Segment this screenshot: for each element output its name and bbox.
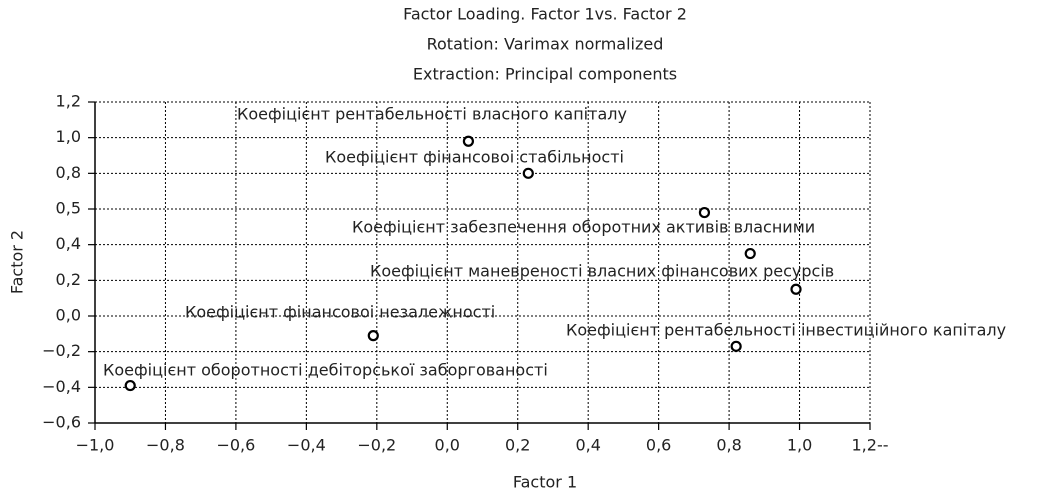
point — [462, 135, 475, 147]
point-label: Коефіцієнт маневреності власних фінансов… — [370, 262, 834, 281]
point-label: Коефіцієнт фінансовоі незалежності — [185, 303, 495, 322]
y-tick-label: 0,8 — [56, 163, 81, 182]
x-tick-label: −0,4 — [287, 436, 326, 455]
x-tick-label: −0,8 — [146, 436, 185, 455]
x-tick-label: −0,2 — [357, 436, 396, 455]
x-tick-label: −1,0 — [76, 436, 115, 455]
chart-subtitle: Rotation: Varimax normalized — [427, 35, 664, 54]
y-axis-title: Factor 2 — [8, 230, 27, 294]
chart-title: Factor Loading. Factor 1vs. Factor 2 — [403, 5, 687, 24]
point-label: Коефіцієнт забезпечення оборотних активі… — [352, 218, 815, 237]
x-axis-title: Factor 1 — [513, 473, 577, 492]
y-tick-label: 0,0 — [56, 306, 81, 325]
y-tick-label: 0,2 — [56, 270, 81, 289]
point-label: Коефіцієнт фінансовоі стабільності — [325, 148, 624, 167]
x-tick-label: 0,4 — [575, 436, 600, 455]
point — [744, 247, 756, 260]
point — [522, 167, 534, 179]
chart-subtitle: Extraction: Principal components — [413, 65, 677, 84]
point — [730, 340, 742, 352]
point — [790, 283, 802, 295]
x-tick-label: 0,6 — [646, 436, 671, 455]
point-label: Коефіцієнт рентабельності інвестиційного… — [566, 321, 1006, 340]
y-tick-label: 0,5 — [56, 199, 81, 218]
x-tick-label: 0,8 — [716, 436, 741, 455]
x-tick-label: 1,0 — [787, 436, 812, 455]
y-tick-label: 1,0 — [56, 127, 81, 146]
y-tick-label: −0,2 — [42, 341, 81, 360]
y-tick-label: 0,4 — [56, 234, 81, 253]
x-tick-label: 1,2-- — [852, 436, 889, 455]
y-tick-label: −0,6 — [42, 413, 81, 432]
point-label: Коефіцієнт оборотності дебіторської забо… — [103, 361, 548, 380]
point — [698, 206, 711, 219]
y-tick-label: 1,2 — [56, 92, 81, 111]
x-tick-label: 0,0 — [435, 436, 460, 455]
point — [367, 330, 379, 342]
point — [124, 379, 136, 392]
x-tick-label: 0,2 — [505, 436, 530, 455]
y-tick-label: −0,4 — [42, 377, 81, 396]
point-label: Коефіцієнт рентабельності власного капіт… — [237, 105, 627, 124]
x-tick-label: −0,6 — [216, 436, 255, 455]
